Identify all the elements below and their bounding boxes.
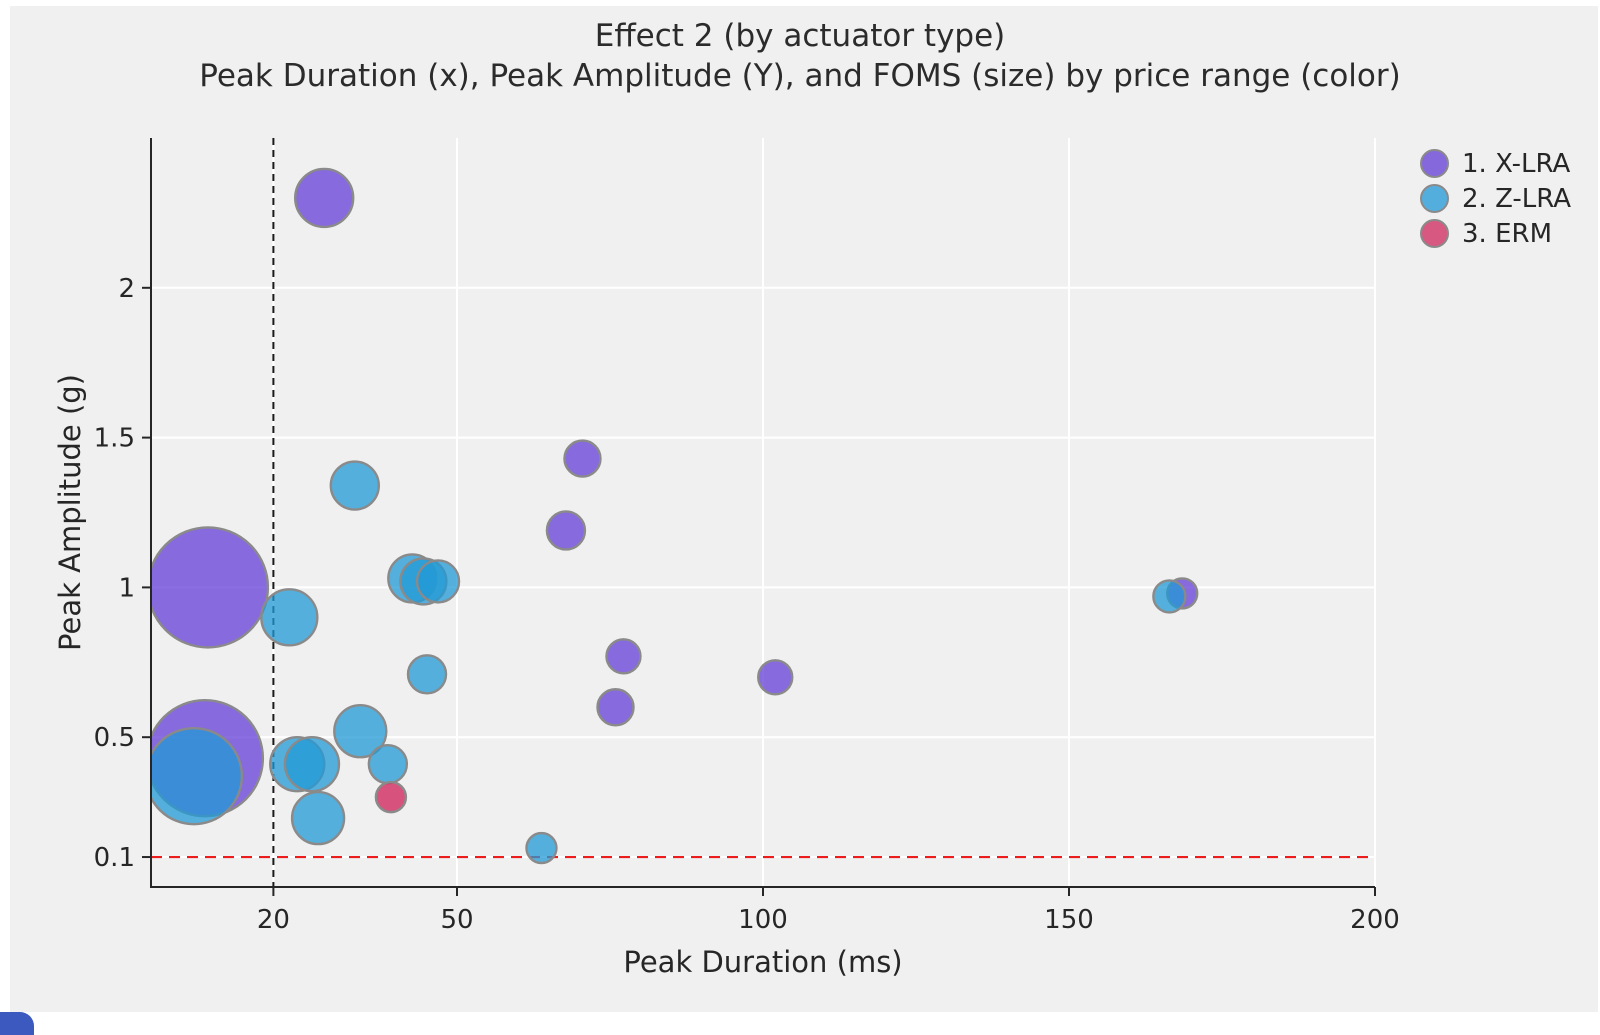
legend-swatch-icon <box>1420 219 1449 248</box>
x-tick-label: 200 <box>1350 905 1400 935</box>
legend-item----x-lra: 1. X-LRA <box>1420 146 1571 181</box>
chart-subtitle: Peak Duration (x), Peak Amplitude (Y), a… <box>199 58 1401 94</box>
corner-artifact <box>0 1012 34 1035</box>
bubble <box>151 526 270 649</box>
series----erm <box>374 780 408 814</box>
legend: 1. X-LRA 2. Z-LRA 3. ERM <box>1420 146 1571 251</box>
y-tick-label: 2 <box>118 274 135 304</box>
bubble <box>757 659 794 696</box>
legend-item----z-lra: 2. Z-LRA <box>1420 181 1571 216</box>
bubble <box>293 167 355 229</box>
bubble <box>545 510 587 551</box>
bubble <box>151 726 244 826</box>
legend-label: 2. Z-LRA <box>1462 183 1572 214</box>
x-tick-label: 100 <box>738 905 788 935</box>
legend-swatch-icon <box>1420 184 1449 213</box>
legend-label: 1. X-LRA <box>1462 148 1571 179</box>
bubble <box>525 831 558 865</box>
chart-title-block: Effect 2 (by actuator type) Peak Duratio… <box>0 16 1600 96</box>
bubble <box>415 559 461 604</box>
y-tick-label: 0.1 <box>94 843 135 873</box>
bubble <box>563 439 602 478</box>
x-tick-label: 20 <box>257 905 290 935</box>
x-axis: 20 50 100 150 200 <box>257 887 1400 935</box>
x-tick-label: 150 <box>1044 905 1094 935</box>
bubble <box>605 638 642 675</box>
legend-swatch-icon <box>1420 149 1449 178</box>
y-tick-label: 0.5 <box>94 723 135 753</box>
bubble <box>283 735 341 793</box>
bubble <box>333 704 388 759</box>
x-tick-label: 50 <box>440 905 473 935</box>
y-axis-title: Peak Amplitude (g) <box>53 374 87 651</box>
series----x-lra <box>151 167 1199 818</box>
bubble <box>260 588 319 647</box>
bubble <box>374 780 408 814</box>
bubble <box>329 460 380 511</box>
bubble <box>290 790 346 846</box>
bubble <box>367 743 409 785</box>
bubbles-layer <box>151 167 1199 865</box>
series----z-lra <box>151 460 1187 865</box>
figure-background <box>10 6 1598 1012</box>
bubble <box>1152 579 1187 614</box>
legend-item----erm: 3. ERM <box>1420 216 1571 251</box>
y-tick-label: 1.5 <box>94 424 135 454</box>
bubble <box>596 688 635 727</box>
y-axis: 0.1 0.5 1 1.5 2 <box>94 274 151 873</box>
chart-title: Effect 2 (by actuator type) <box>594 18 1006 54</box>
bubble <box>406 654 448 695</box>
y-tick-label: 1 <box>118 573 135 603</box>
legend-label: 3. ERM <box>1462 218 1552 249</box>
x-axis-title: Peak Duration (ms) <box>623 945 902 979</box>
